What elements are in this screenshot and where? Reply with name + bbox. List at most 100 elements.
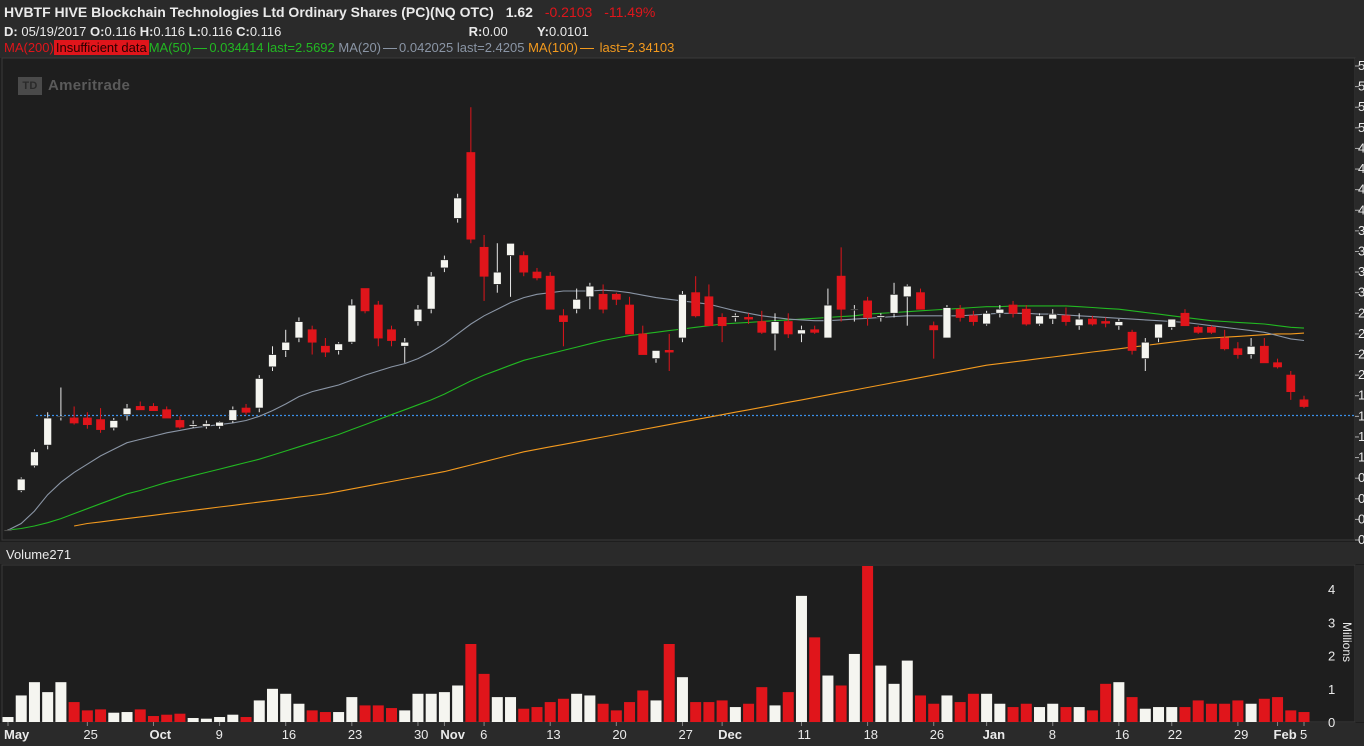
ma200-label[interactable]: MA(200) [4, 40, 54, 55]
candle [82, 412, 92, 429]
volume-bar [214, 717, 226, 722]
candle [1035, 313, 1044, 326]
volume-bar [1179, 707, 1191, 722]
candle [1127, 329, 1137, 355]
candle-body [307, 329, 317, 343]
candle [1193, 325, 1203, 334]
candle [96, 408, 105, 433]
candle [56, 387, 66, 421]
volume-bar [1126, 697, 1138, 722]
date-tick-label: Jan [983, 727, 1005, 742]
volume-bar [941, 695, 953, 722]
high-label: H: [139, 24, 154, 39]
candle-body [82, 417, 92, 425]
studies-row: MA(200) Insufficient data MA(50) 0.034414 l… [4, 40, 674, 55]
price-tick-label: 0.00 [1358, 532, 1364, 547]
candle-body [1299, 399, 1309, 407]
candle-body [1101, 321, 1111, 324]
candle-body [360, 288, 370, 312]
candle-body [797, 329, 806, 335]
candle-body [334, 343, 344, 351]
candle [149, 403, 158, 411]
volume-bar [2, 717, 14, 722]
candle-body [863, 300, 872, 318]
candle-body [400, 341, 410, 347]
ma20-label[interactable]: MA(20) [338, 40, 382, 55]
candle [836, 247, 846, 322]
candle-body [268, 354, 277, 368]
candle-body [519, 255, 529, 273]
candle-body [982, 312, 992, 325]
volume-bar [676, 677, 688, 722]
volume-bar [610, 710, 622, 722]
price-tick-label: 2.75 [1358, 305, 1364, 320]
date-tick-label: 13 [546, 727, 560, 742]
volume-bar [121, 712, 133, 722]
candle [1246, 338, 1256, 359]
date-axis-bar [0, 723, 1364, 746]
ma50-last: last=2.5692 [267, 40, 335, 55]
candle-body [770, 321, 780, 335]
price-tick-label: 2.25 [1358, 347, 1364, 362]
volume-bar [346, 697, 358, 722]
volume-bar [452, 685, 464, 722]
candle-body [836, 275, 846, 310]
candle [506, 242, 515, 297]
volume-bar [505, 697, 517, 722]
date-value: 05/19/2017 [21, 24, 87, 39]
candle-body [413, 308, 423, 322]
candle [162, 406, 172, 419]
ma50-label[interactable]: MA(50) [148, 40, 192, 55]
candle-body [532, 271, 542, 279]
candle [16, 477, 26, 493]
candle [1154, 323, 1163, 343]
candle [545, 272, 555, 310]
candle [43, 412, 53, 450]
candle [1101, 317, 1111, 328]
candle [307, 325, 317, 355]
volume-bar [108, 712, 120, 722]
volume-bar [531, 707, 543, 722]
volume-bar [650, 700, 662, 722]
candle-body [1008, 304, 1018, 314]
volume-bar [954, 702, 966, 722]
candle [929, 321, 939, 359]
candle [426, 272, 436, 314]
date-label: D: [4, 24, 18, 39]
candle [1021, 305, 1031, 326]
volume-bar [544, 702, 556, 722]
high-value: 0.116 [153, 24, 185, 39]
candle-body [16, 478, 26, 491]
open-label: O: [90, 24, 105, 39]
candle-body [175, 420, 185, 428]
r-label: R: [468, 24, 483, 39]
price-tick-label: 3.50 [1358, 243, 1364, 258]
candle-body [678, 293, 687, 339]
volume-bar [280, 693, 292, 722]
candle [757, 310, 767, 334]
candle-body [149, 406, 158, 411]
candle-body [281, 341, 291, 351]
candle [849, 305, 859, 322]
volume-bar [743, 703, 755, 722]
volume-bar [1205, 703, 1217, 722]
date-tick-label: 30 [414, 727, 428, 742]
volume-bar [822, 675, 834, 722]
candle [744, 313, 753, 325]
candle-body [545, 275, 555, 310]
candle-body [744, 317, 753, 320]
ma100-label[interactable]: MA(100) [528, 40, 578, 55]
volume-bar [1272, 697, 1284, 722]
candle [585, 282, 595, 310]
date-tick-label: 23 [348, 727, 362, 742]
candle [823, 288, 833, 339]
candle [1273, 358, 1282, 369]
candle-body [3, 529, 13, 532]
volume-bar [994, 703, 1006, 722]
candle [228, 406, 238, 423]
volume-tick-label: 1 [1328, 682, 1335, 697]
candle [440, 255, 449, 273]
candle [810, 325, 820, 334]
volume-bar [266, 688, 278, 722]
